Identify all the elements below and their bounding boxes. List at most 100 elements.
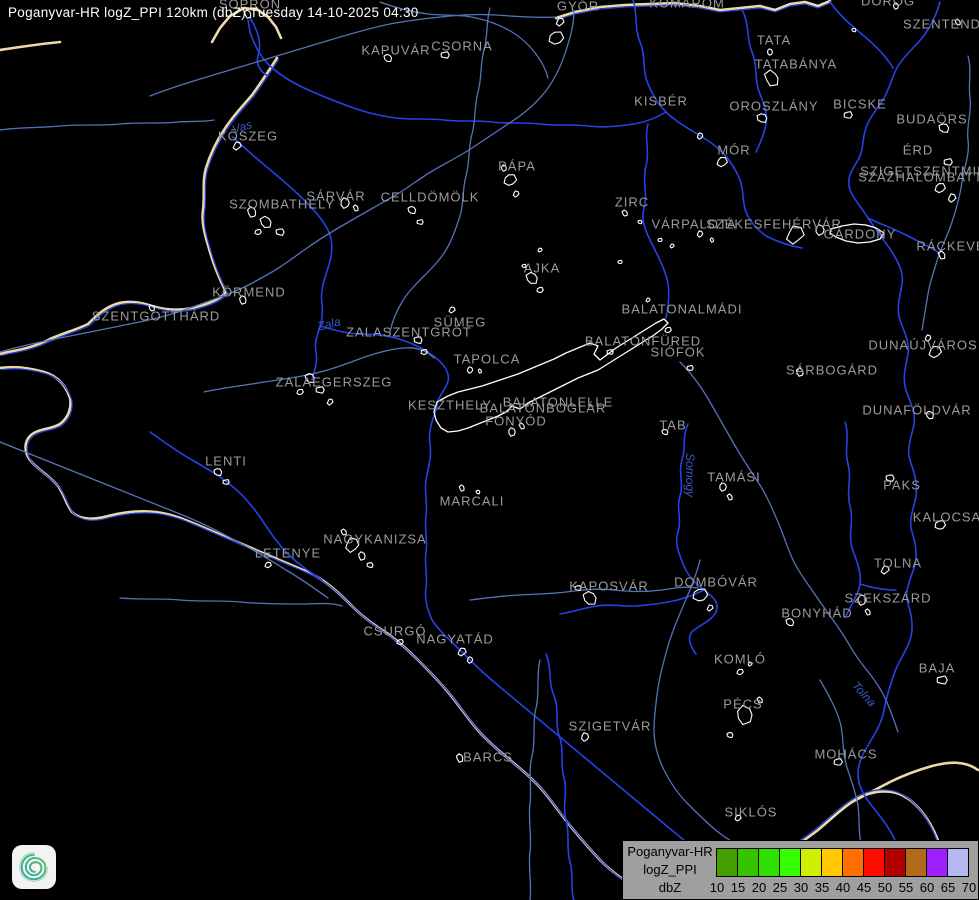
city-label: ZALAEGERSZEG — [275, 374, 393, 390]
city-boundary-blob — [880, 565, 890, 575]
legend-tick-label: 65 — [940, 880, 956, 895]
city-boundary-blob — [756, 113, 768, 123]
city-boundary-blob — [924, 334, 932, 342]
city-boundary-blob — [947, 193, 957, 203]
city-label: KOMÁROM — [649, 0, 725, 11]
city-boundary-blob — [345, 537, 360, 553]
city-boundary-blob — [661, 428, 669, 436]
legend-color-cell — [716, 848, 738, 877]
city-boundary-blob — [785, 225, 805, 245]
city-label: MOHÁCS — [814, 746, 878, 762]
city-label: KISBÉR — [634, 93, 688, 109]
swirl-icon — [19, 852, 48, 882]
city-label: SZOMBATHELY — [229, 196, 335, 212]
city-label: NAGYATÁD — [416, 631, 494, 647]
city-boundary-blob — [358, 551, 366, 561]
city-boundary-blob — [525, 271, 538, 284]
city-boundary-blob — [416, 219, 424, 225]
city-boundary-blob — [232, 141, 242, 151]
city-boundary-blob — [264, 561, 272, 569]
city-boundary-blob — [716, 156, 728, 168]
city-boundary-blob — [726, 732, 734, 739]
city-boundary-blob — [466, 366, 474, 374]
legend-station: Poganyvar-HR — [627, 844, 713, 859]
city-boundary-blob — [747, 661, 753, 667]
legend-tick-label: 55 — [898, 880, 914, 895]
legend-tick-label: 30 — [793, 880, 809, 895]
city-label: SÜMEG — [433, 314, 487, 330]
city-label: PÁPA — [498, 158, 536, 174]
city-label: BALATONBOGLÁR — [479, 400, 607, 416]
legend-color-cell — [779, 848, 801, 877]
city-label: NAGYKANIZSA — [323, 531, 427, 547]
city-boundary-blob — [815, 224, 825, 236]
city-label: KALOCSA — [912, 509, 979, 525]
city-boundary-blob — [664, 326, 672, 334]
city-boundary-blob — [763, 69, 779, 87]
city-label: SÁRBOGÁRD — [785, 362, 879, 378]
city-boundary-blob — [657, 237, 663, 243]
city-boundary-blob — [518, 422, 525, 430]
city-boundary-blob — [954, 18, 961, 26]
city-boundary-blob — [555, 17, 565, 27]
city-boundary-blob — [925, 410, 934, 420]
city-boundary-blob — [719, 482, 727, 492]
city-boundary-blob — [247, 206, 257, 218]
city-boundary-blob — [213, 468, 223, 476]
city-boundary-blob — [315, 386, 325, 394]
lake-balaton-outline — [433, 318, 669, 433]
legend-color-cell — [905, 848, 927, 877]
city-boundary-blob — [536, 286, 544, 294]
city-boundary-blob — [843, 111, 853, 119]
city-label: BAJA — [918, 660, 956, 676]
city-label: SZENTGOTTHÁRD — [91, 308, 221, 324]
legend-tick-label: 45 — [856, 880, 872, 895]
city-label: BARCS — [463, 749, 513, 765]
city-boundary-blob — [767, 48, 773, 56]
city-label: SZEKSZÁRD — [844, 590, 932, 606]
city-boundary-blob — [503, 174, 518, 186]
city-boundary-blob — [254, 228, 262, 235]
city-boundary-blob — [851, 27, 857, 33]
legend-color-cell — [821, 848, 843, 877]
city-boundary-blob — [669, 243, 675, 249]
city-boundary-blob — [413, 336, 423, 344]
legend-tick-label: 50 — [877, 880, 893, 895]
city-label: DOROG — [860, 0, 916, 9]
city-label: TAMÁSI — [707, 469, 761, 485]
city-boundary-blob — [259, 215, 272, 229]
city-boundary-blob — [475, 489, 481, 495]
city-boundary-blob — [352, 204, 359, 212]
city-label: LETENYE — [254, 545, 322, 561]
city-label: MÓR — [717, 142, 751, 158]
city-boundary-blob — [239, 295, 247, 305]
legend-tick-label: 60 — [919, 880, 935, 895]
city-label: DOMBÓVÁR — [674, 574, 758, 590]
legend-text-block: Poganyvar-HR logZ_PPI dbZ — [623, 843, 717, 897]
legend-tick-label: 25 — [772, 880, 788, 895]
legend-tick-label: 70 — [961, 880, 977, 895]
lake-velence-outline — [829, 223, 885, 244]
city-boundary-blob — [407, 205, 417, 214]
city-boundary-blob — [833, 758, 843, 766]
city-label: BALATONLELLE — [502, 394, 614, 410]
city-boundary-blob — [500, 164, 507, 172]
city-boundary-blob — [785, 617, 795, 626]
city-boundary-blob — [606, 349, 614, 355]
city-boundary-blob — [582, 590, 597, 605]
city-label: KAPUVÁR — [361, 42, 431, 58]
city-boundary-blob — [692, 588, 709, 602]
city-boundary-blob — [581, 732, 590, 742]
legend-color-cell — [842, 848, 864, 877]
city-boundary-blob — [795, 367, 804, 377]
city-label: SIKLÓS — [724, 804, 778, 820]
city-boundary-blob — [222, 479, 230, 485]
city-boundary-blob — [937, 250, 946, 260]
legend-color-cell — [884, 848, 906, 877]
city-label: BALATONALMÁDI — [621, 301, 743, 317]
city-label: VÁRPALOTA — [651, 216, 737, 232]
city-boundary-blob — [709, 237, 714, 243]
